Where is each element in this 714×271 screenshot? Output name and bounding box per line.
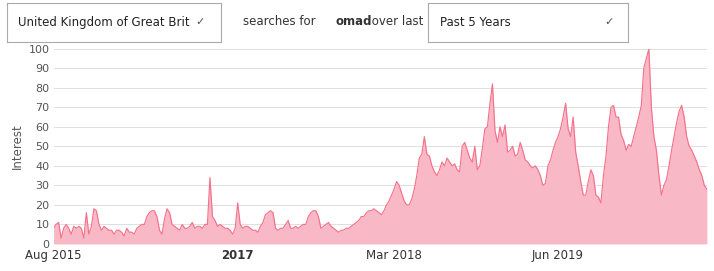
Text: United Kingdom of Great Brit: United Kingdom of Great Brit xyxy=(18,16,189,29)
Y-axis label: Interest: Interest xyxy=(11,124,24,169)
Text: over last: over last xyxy=(368,15,423,27)
Text: ✓: ✓ xyxy=(196,17,205,27)
Text: omad: omad xyxy=(336,15,372,27)
Text: searches for: searches for xyxy=(243,15,319,27)
Text: Past 5 Years: Past 5 Years xyxy=(441,16,511,29)
Text: ✓: ✓ xyxy=(604,17,614,27)
